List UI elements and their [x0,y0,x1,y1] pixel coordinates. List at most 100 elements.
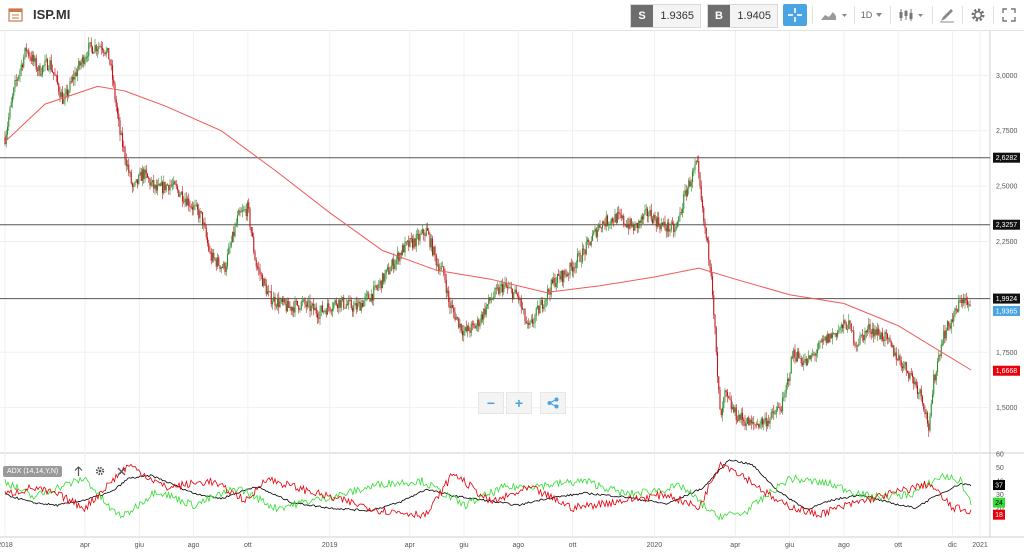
candle-body [963,299,965,304]
candle-body [413,238,415,248]
candle-body [651,219,654,224]
chart-type-button[interactable] [818,4,850,26]
share-button[interactable] [540,392,566,414]
candle-body [414,238,416,247]
candle-body [40,74,42,76]
calendar-icon[interactable] [8,7,23,22]
share-icon [547,397,559,409]
candle-body [175,184,177,187]
candle-body [266,290,269,295]
candle-body [515,289,517,295]
candle-body [870,332,872,334]
candle-body [448,290,450,303]
candle-body [405,241,407,243]
gear-icon[interactable] [95,466,105,476]
candle-body [619,213,621,215]
candle-body [289,306,291,308]
candle-body [343,297,345,309]
candle-body [130,172,132,184]
candle-body [900,360,902,367]
arrow-up-icon[interactable] [74,466,83,476]
candle-body [269,291,271,293]
sell-button[interactable]: S 1.9365 [630,4,701,28]
candle-body [339,299,341,308]
candle-body [491,298,494,300]
candle-body [664,221,666,229]
candle-body [678,216,680,222]
candle-body [730,399,732,409]
candle-body [454,312,456,320]
candle-body [180,191,182,195]
candle-body [526,322,529,324]
candle-body [403,245,405,253]
zoom-in-button[interactable]: + [506,392,532,414]
candle-body [720,409,722,415]
candle-body [688,180,690,189]
candle-body [681,208,684,213]
draw-tools-button[interactable] [936,4,958,26]
horizontal-line-label: 2,6282 [996,155,1018,162]
candle-body [421,229,424,234]
candle-body [325,310,327,315]
candle-body [633,224,635,231]
x-tick-label: dic [948,542,957,549]
candle-body [478,319,480,327]
candle-body [968,304,970,306]
candle-body [948,321,950,326]
candle-body [933,374,935,395]
candle-body [851,330,854,332]
candle-body [949,325,951,329]
candle-body [951,319,954,322]
candle-body [839,327,841,331]
candle-body [373,286,375,301]
candle-body [53,72,55,75]
candle-body [404,241,406,253]
candle-body [708,240,710,260]
candle-body [805,358,807,366]
candle-body [604,223,606,227]
close-icon[interactable] [117,467,126,476]
candle-body [520,298,522,308]
settings-button[interactable] [967,4,989,26]
zoom-out-button[interactable]: − [478,392,504,414]
x-tick-label: ott [894,542,902,549]
candle-body [264,278,266,285]
candle-body [349,299,351,301]
candle-body [70,81,72,82]
x-tick-label: 2020 [647,542,663,549]
candle-body [216,257,219,267]
candle-body [628,223,630,229]
candle-body [879,334,881,340]
candle-body [320,305,322,312]
candle-body [419,234,421,241]
candle-body [465,327,467,332]
candle-body [570,262,572,267]
candle-body [183,201,185,203]
last-price-label: 1,9365 [996,308,1018,315]
price-chart[interactable]: 3,0000 2,7500 2,5000 2,2500 1,7500 1,5000 2,62… [0,31,1024,559]
candle-body [253,236,255,252]
candle-body [548,289,550,293]
candle-body [374,285,376,287]
candle-body [844,320,846,324]
candle-body [115,99,117,107]
candle-body [561,271,564,283]
candle-body [758,423,760,428]
buy-button[interactable]: B 1.9405 [707,4,778,28]
horizontal-line-tag [993,219,1020,230]
crosshair-button[interactable] [783,4,807,26]
candle-body [428,230,430,234]
candle-body [585,241,587,255]
fullscreen-button[interactable] [998,4,1020,26]
candle-body [519,298,521,301]
candle-body [566,274,569,276]
candle-body [514,289,516,293]
candle-body [889,338,891,342]
candle-style-button[interactable] [896,4,928,26]
candle-body [474,324,476,329]
interval-button[interactable]: 1D [858,4,886,26]
candle-body [68,90,70,96]
candle-body [884,332,886,341]
candle-body [969,304,971,306]
candle-body [261,275,264,287]
